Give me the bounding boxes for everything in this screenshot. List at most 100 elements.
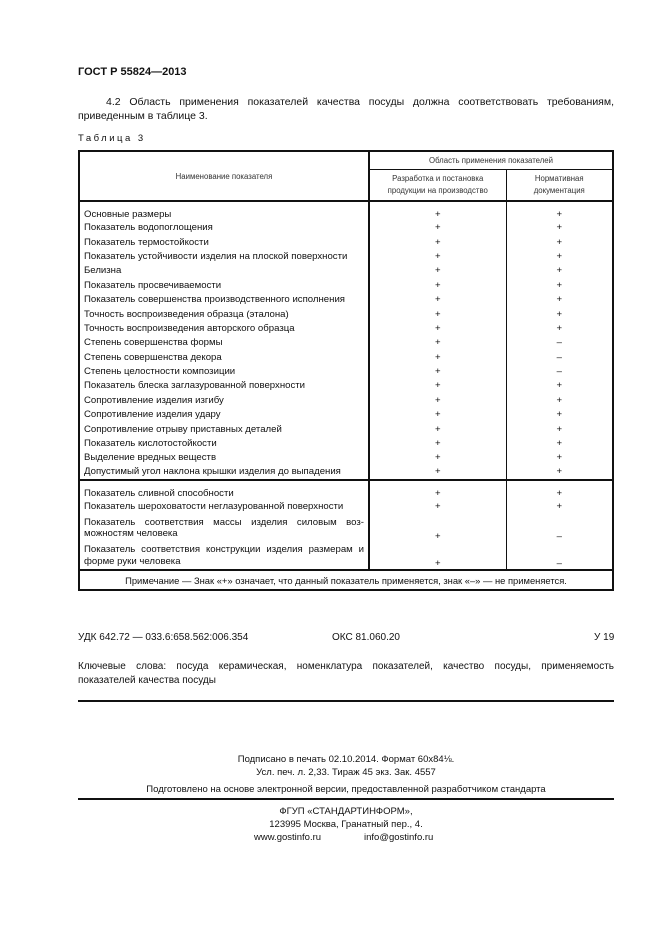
table-row: Сопротивление изделия удару + + [78, 408, 614, 423]
col-header-norm: Нормативная документация [505, 168, 614, 202]
website-link[interactable]: www.gostinfo.ru [254, 832, 322, 843]
table-row: Степень совершенства формы + – [78, 336, 614, 351]
dev-applicability: + [369, 249, 507, 265]
dev-applicability: + [369, 364, 507, 380]
norm-applicability: – [506, 542, 614, 572]
table-row: Белизна + + [78, 264, 614, 279]
indicator-name: Степень целостности композиции [78, 364, 370, 380]
indicator-name: Сопротивление изделия удару [78, 408, 370, 423]
dev-applicability: + [369, 451, 507, 466]
dev-applicability: + [369, 321, 507, 337]
indicator-name: Показатель совершенства производственног… [78, 292, 370, 308]
norm-applicability: + [506, 408, 614, 423]
prepared-info: Подготовлено на основе электронной верси… [146, 784, 546, 795]
norm-applicability: – [506, 350, 614, 365]
table-row: Точность воспроизведения авторского обра… [78, 321, 614, 337]
table-row: Показатель кислотостойкости + + [78, 436, 614, 452]
table-row: Точность воспроизведения образца (эталон… [78, 307, 614, 322]
indicator-name: Сопротивление изделия изгибу [78, 393, 370, 409]
signed-info: Подписано в печать 02.10.2014. Формат 60… [237, 754, 455, 765]
indicator-name: Показатель сливной способности [78, 480, 370, 501]
indicator-name: Степень совершенства формы [78, 336, 370, 351]
table-row: Сопротивление отрыву приставных деталей +… [78, 422, 614, 437]
table-row: Выделение вредных веществ + + [78, 451, 614, 466]
indicator-name: Показатель блеска заглазурованной поверх… [78, 379, 370, 394]
col-header-group: Область применения показателей [368, 150, 614, 170]
table-row: Показатель блеска заглазурованной поверх… [78, 379, 614, 394]
table-row: Показатель соответствия массы изделия си… [78, 514, 614, 543]
dev-applicability: + [369, 393, 507, 409]
table-row: Показатель шероховатости неглазурованной… [78, 500, 614, 515]
norm-applicability: + [506, 379, 614, 394]
norm-applicability: + [506, 480, 614, 501]
dev-applicability: + [369, 422, 507, 437]
table-row: Показатель сливной способности + + [78, 480, 614, 501]
dev-applicability: + [369, 307, 507, 322]
indicator-name: Белизна [78, 264, 370, 279]
table-caption: Таблица 3 [78, 133, 146, 144]
norm-applicability: + [506, 436, 614, 452]
indicator-name: Показатель водопоглощения [78, 221, 370, 236]
indicator-name: Допустимый угол наклона крышки изделия д… [78, 465, 370, 482]
document-header: ГОСТ Р 55824—2013 [78, 66, 187, 78]
udk-code: УДК 642.72 — 033.6:658.562:006.354 [78, 632, 249, 643]
email-link[interactable]: info@gostinfo.ru [364, 832, 434, 843]
dev-applicability: + [369, 379, 507, 394]
norm-applicability: + [506, 278, 614, 293]
table-note: Примечание — Знак «+» означает, что данн… [78, 569, 614, 592]
dev-applicability: + [369, 514, 507, 543]
norm-applicability: + [506, 221, 614, 236]
table-row: Показатель водопоглощения + + [78, 221, 614, 236]
dev-applicability: + [369, 221, 507, 236]
norm-applicability: + [506, 451, 614, 466]
table-row: Показатель термостойкости + + [78, 235, 614, 250]
table-row: Допустимый угол наклона крышки изделия д… [78, 465, 614, 482]
dev-applicability: + [369, 500, 507, 515]
norm-applicability: + [506, 201, 614, 221]
indicator-name: Показатель устойчивости изделия на плоск… [78, 249, 370, 265]
norm-applicability: + [506, 235, 614, 250]
dev-applicability: + [369, 436, 507, 452]
norm-applicability: + [506, 292, 614, 308]
dev-applicability: + [369, 264, 507, 279]
indicator-name: Точность воспроизведения образца (эталон… [78, 307, 370, 322]
norm-applicability: + [506, 422, 614, 437]
indicator-name: Сопротивление отрыву приставных деталей [78, 422, 370, 437]
indicator-name: Показатель термостойкости [78, 235, 370, 250]
table-row: Степень совершенства декора + – [78, 350, 614, 365]
indicator-name: Показатель соответствия массы изделия си… [78, 514, 370, 543]
dev-applicability: + [369, 336, 507, 351]
divider [78, 798, 614, 800]
keywords: Ключевые слова: посуда керамическая, ном… [78, 661, 614, 686]
table-row: Степень целостности композиции + – [78, 364, 614, 380]
norm-applicability: – [506, 336, 614, 351]
indicator-name: Степень совершенства декора [78, 350, 370, 365]
norm-applicability: – [506, 364, 614, 380]
norm-applicability: + [506, 500, 614, 515]
norm-applicability: + [506, 393, 614, 409]
dev-applicability: + [369, 480, 507, 501]
dev-applicability: + [369, 235, 507, 250]
indicator-name: Показатель соответствия конструкции изде… [78, 542, 370, 572]
publisher: ФГУП «СТАНДАРТИНФОРМ», [279, 806, 413, 817]
table-row: Показатель соответствия конструкции изде… [78, 542, 614, 572]
col-header-name: Наименование показателя [78, 150, 370, 202]
norm-applicability: – [506, 514, 614, 543]
table-row: Показатель совершенства производственног… [78, 292, 614, 308]
indicator-name: Показатель шероховатости неглазурованной… [78, 500, 370, 515]
dev-applicability: + [369, 408, 507, 423]
classification-code: У 19 [594, 632, 615, 643]
norm-applicability: + [506, 264, 614, 279]
paragraph-4-2: 4.2 Область применения показателей качес… [78, 96, 614, 122]
dev-applicability: + [369, 542, 507, 572]
address: 123995 Москва, Гранатный пер., 4. [269, 819, 423, 830]
indicator-name: Точность воспроизведения авторского обра… [78, 321, 370, 337]
dev-applicability: + [369, 201, 507, 221]
norm-applicability: + [506, 321, 614, 337]
print-info: Усл. печ. л. 2,33. Тираж 45 экз. Зак. 45… [256, 767, 436, 778]
indicator-name: Выделение вредных веществ [78, 451, 370, 466]
table-3: Наименование показателя Область применен… [78, 150, 614, 592]
dev-applicability: + [369, 278, 507, 293]
col-header-dev: Разработка и постановка продукции на про… [368, 168, 507, 202]
table-row: Показатель просвечиваемости + + [78, 278, 614, 293]
